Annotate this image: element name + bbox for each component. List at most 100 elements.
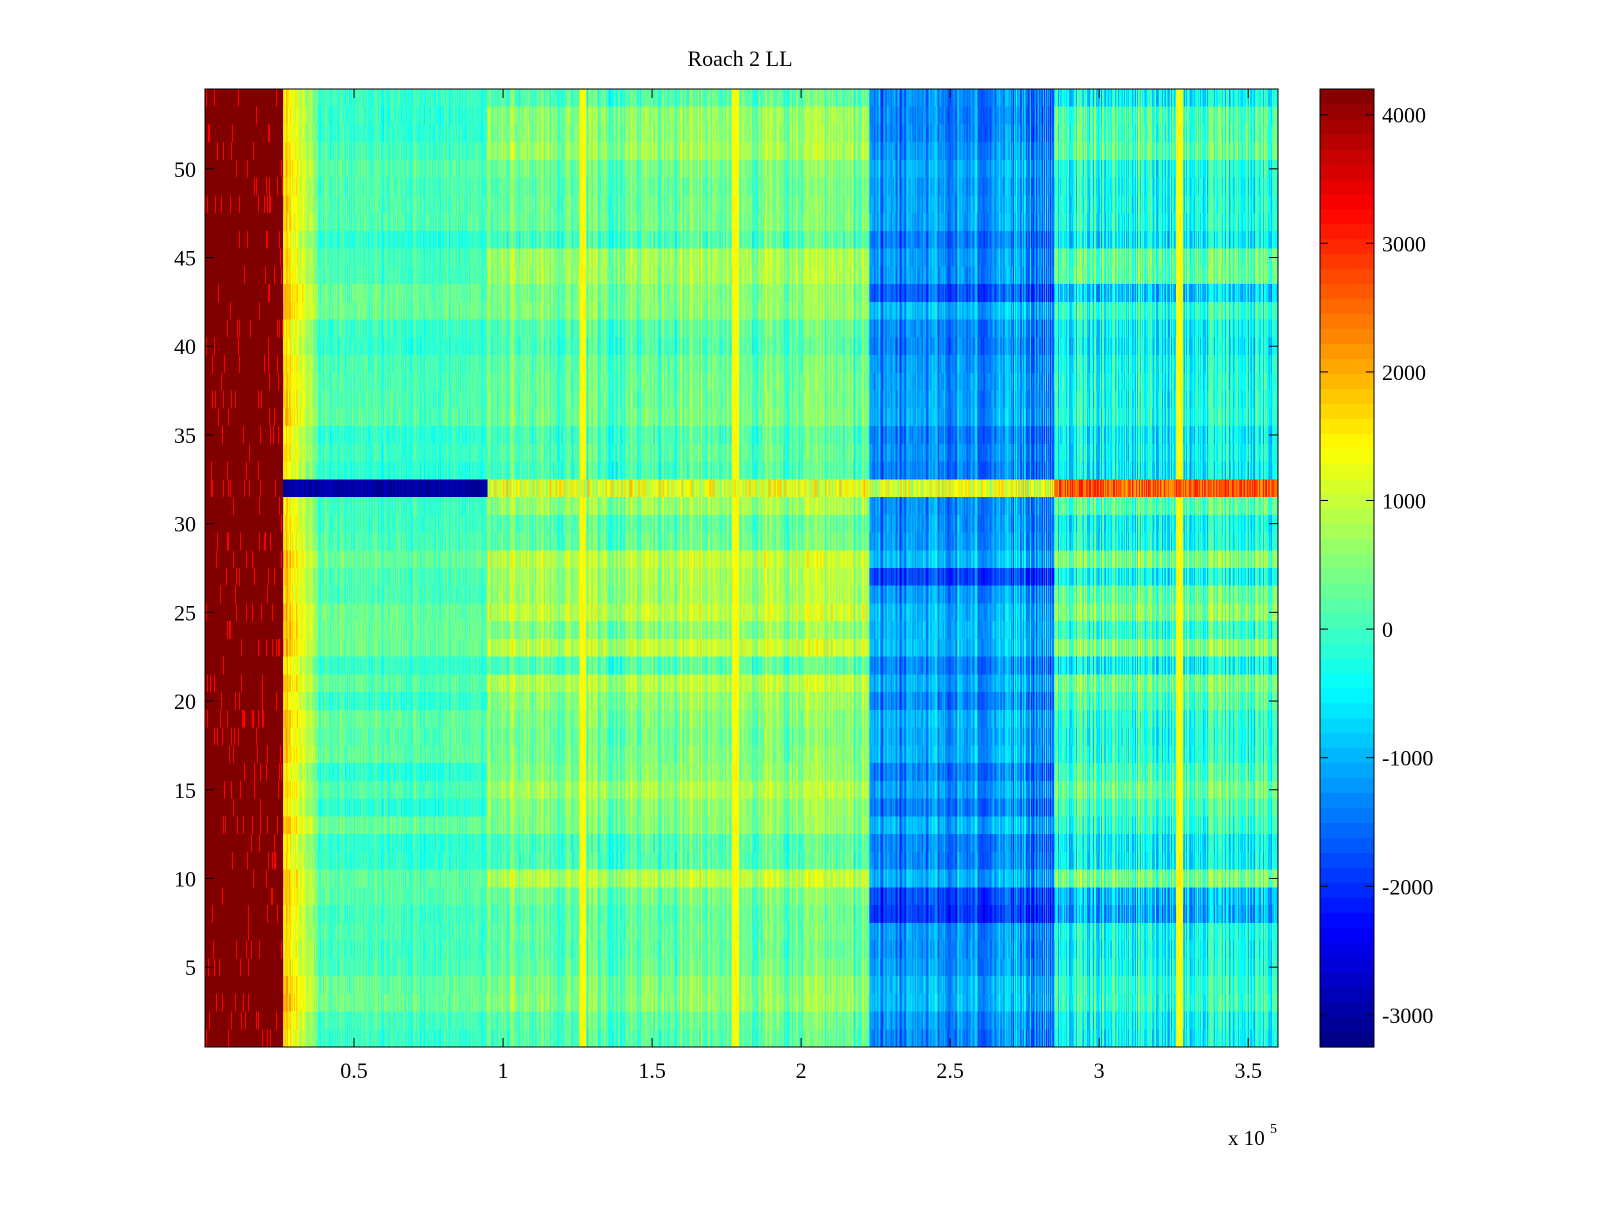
colorbar-segment: [1320, 807, 1374, 824]
colorbar-segment: [1320, 927, 1374, 943]
colorbar-segment: [1320, 403, 1374, 419]
x-tick-label: 3.5: [1234, 1058, 1262, 1083]
colorbar-segment: [1320, 253, 1374, 270]
colorbar-segment: [1320, 463, 1374, 479]
colorbar-segment: [1320, 687, 1374, 704]
y-tick-label: 30: [174, 512, 196, 537]
colorbar-segment: [1320, 642, 1374, 659]
colorbar-segment: [1320, 732, 1374, 749]
colorbar-segment: [1320, 148, 1374, 165]
colorbar-segment: [1320, 553, 1374, 569]
x-tick-label: 2: [796, 1058, 807, 1083]
colorbar-segment: [1320, 493, 1374, 509]
y-tick-label: 50: [174, 157, 196, 182]
colorbar-segment: [1320, 328, 1374, 345]
colorbar-segment: [1320, 582, 1374, 599]
colorbar-segment: [1320, 358, 1374, 375]
colorbar-segment: [1320, 238, 1374, 255]
colorbar-segment: [1320, 418, 1374, 434]
colorbar-segment: [1320, 657, 1374, 674]
colorbar-segment: [1320, 508, 1374, 524]
colorbar-segment: [1320, 298, 1374, 315]
colorbar-segment: [1320, 972, 1374, 988]
colorbar-segment: [1320, 627, 1374, 644]
y-tick-label: 45: [174, 246, 196, 271]
colorbar-segment: [1320, 478, 1374, 494]
colorbar-segment: [1320, 178, 1374, 195]
colorbar-segment: [1320, 942, 1374, 958]
colorbar-segment: [1320, 1032, 1374, 1048]
colorbar-tick-label: 4000: [1382, 103, 1426, 128]
colorbar-segment: [1320, 89, 1374, 105]
colorbar-segment: [1320, 762, 1374, 779]
colorbar-frame: [1319, 88, 1375, 1048]
colorbar-tick-label: -3000: [1382, 1003, 1433, 1028]
y-tick-label: 20: [174, 689, 196, 714]
colorbar-segment: [1320, 163, 1374, 180]
colorbar-tick-label: -1000: [1382, 746, 1433, 771]
colorbar-segment: [1320, 448, 1374, 464]
x-multiplier-label: x 10: [1228, 1126, 1265, 1150]
x-tick-label: 1.5: [638, 1058, 666, 1083]
colorbar-segment: [1320, 777, 1374, 794]
colorbar-segment: [1320, 523, 1374, 539]
colorbar-segment: [1320, 313, 1374, 330]
colorbar-segment: [1320, 792, 1374, 809]
colorbar-segment: [1320, 672, 1374, 689]
x-tick-label: 2.5: [936, 1058, 964, 1083]
y-tick-label: 10: [174, 866, 196, 891]
y-tick-label: 5: [185, 955, 196, 980]
colorbar-segment: [1320, 717, 1374, 734]
colorbar-segment: [1320, 373, 1374, 389]
colorbar-segment: [1320, 388, 1374, 404]
y-tick-label: 15: [174, 778, 196, 803]
colorbar-segment: [1320, 133, 1374, 150]
colorbar-segment: [1320, 1002, 1374, 1018]
x-tick-label: 1: [498, 1058, 509, 1083]
x-tick-label: 3: [1094, 1058, 1105, 1083]
colorbar-segment: [1320, 867, 1374, 883]
colorbar-segment: [1320, 538, 1374, 554]
colorbar-segment: [1320, 208, 1374, 225]
colorbar-segment: [1320, 987, 1374, 1003]
colorbar: 4000 3000 2000 1000 0 -1000 -2000 -3000: [1319, 88, 1433, 1048]
colorbar-segment: [1320, 433, 1374, 449]
colorbar-segment: [1320, 1017, 1374, 1033]
colorbar-tick-label: 3000: [1382, 231, 1426, 256]
colorbar-segment: [1320, 268, 1374, 285]
colorbar-segment: [1320, 837, 1374, 854]
colorbar-segment: [1320, 118, 1374, 135]
plot-frame: [204, 88, 1279, 1048]
colorbar-segment: [1320, 897, 1374, 913]
colorbar-segment: [1320, 882, 1374, 898]
y-tick-label: 40: [174, 334, 196, 359]
colorbar-segment: [1320, 747, 1374, 764]
x-multiplier-exponent: 5: [1270, 1122, 1277, 1137]
colorbar-segment: [1320, 223, 1374, 240]
y-tick-label: 35: [174, 423, 196, 448]
colorbar-segment: [1320, 103, 1374, 120]
colorbar-segment: [1320, 343, 1374, 360]
colorbar-segment: [1320, 568, 1374, 584]
heatmap-cells: [205, 89, 1278, 1047]
chart-title: Roach 2 LL: [687, 46, 792, 71]
colorbar-tick-label: -2000: [1382, 874, 1433, 899]
colorbar-segment: [1320, 957, 1374, 973]
colorbar-tick-label: 0: [1382, 617, 1393, 642]
plot-area: [204, 88, 1279, 1048]
colorbar-segment: [1320, 702, 1374, 719]
x-tick-label: 0.5: [340, 1058, 368, 1083]
colorbar-segment: [1320, 612, 1374, 629]
colorbar-segment: [1320, 912, 1374, 928]
x-axis: 0.5 1 1.5 2 2.5 3 3.5: [340, 89, 1262, 1083]
y-axis: 5 10 15 20 25 30 35 40 45 50: [174, 157, 1278, 980]
colorbar-segment: [1320, 822, 1374, 839]
colorbar-segment: [1320, 193, 1374, 210]
colorbar-segment: [1320, 597, 1374, 614]
colorbar-tick-label: 1000: [1382, 488, 1426, 513]
colorbar-segment: [1320, 852, 1374, 868]
colorbar-tick-label: 2000: [1382, 360, 1426, 385]
colorbar-segment: [1320, 283, 1374, 300]
